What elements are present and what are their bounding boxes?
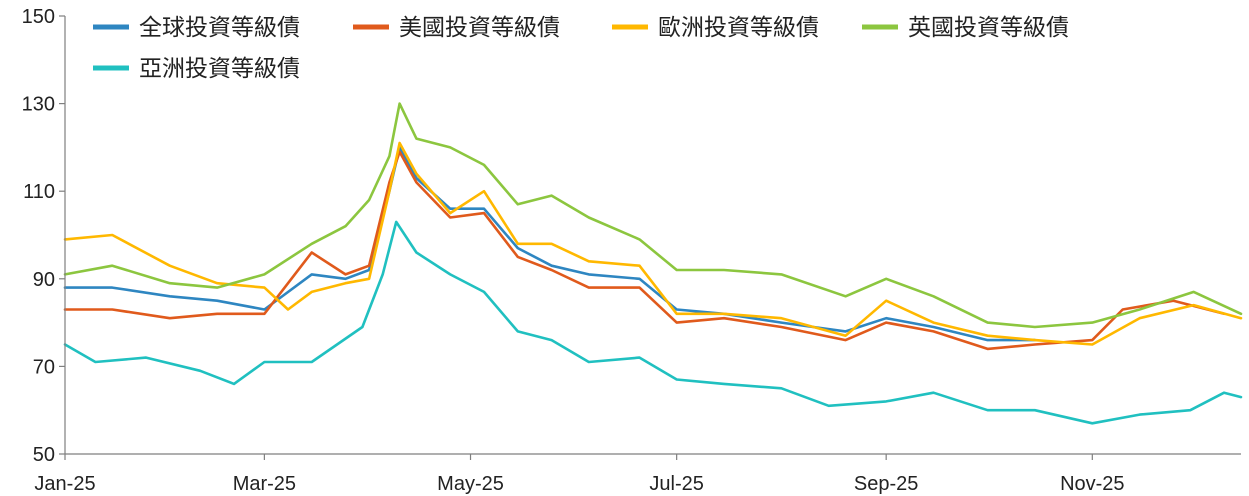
y-tick-label: 70 [33,356,55,378]
x-tick-label: Mar-25 [233,473,296,495]
series-lines [63,102,1243,425]
x-tick-label: Jan-25 [34,473,95,495]
series-line-5 [63,220,1243,425]
axes [64,16,1241,455]
x-tick-label: May-25 [437,473,504,495]
series-line-2 [63,150,1226,351]
y-tick-label: 110 [23,181,55,203]
y-tick-label: 150 [22,6,55,28]
series-line-1 [63,146,1037,342]
x-tick-label: Nov-25 [1060,473,1124,495]
legend-label: 亞洲投資等級債 [139,56,300,82]
y-tick-label: 130 [22,94,55,116]
x-axis-ticks: Jan-25 Mar-25 May-25 Jul-25 Sep-25 Nov-25 [34,454,1125,495]
y-tick-label: 90 [33,269,55,291]
x-tick-label: Sep-25 [854,473,919,495]
series-line-3 [63,141,1243,346]
legend-label: 美國投資等級債 [399,15,560,41]
x-tick-label: Jul-25 [649,473,703,495]
legend-label: 歐洲投資等級債 [658,15,819,41]
legend-label: 全球投資等級債 [139,15,300,41]
y-axis-ticks: 50 70 90 110 130 150 [22,6,65,466]
series-line-4 [63,102,1243,329]
y-tick-label: 50 [33,444,55,466]
legend-label: 英國投資等級債 [908,15,1069,41]
